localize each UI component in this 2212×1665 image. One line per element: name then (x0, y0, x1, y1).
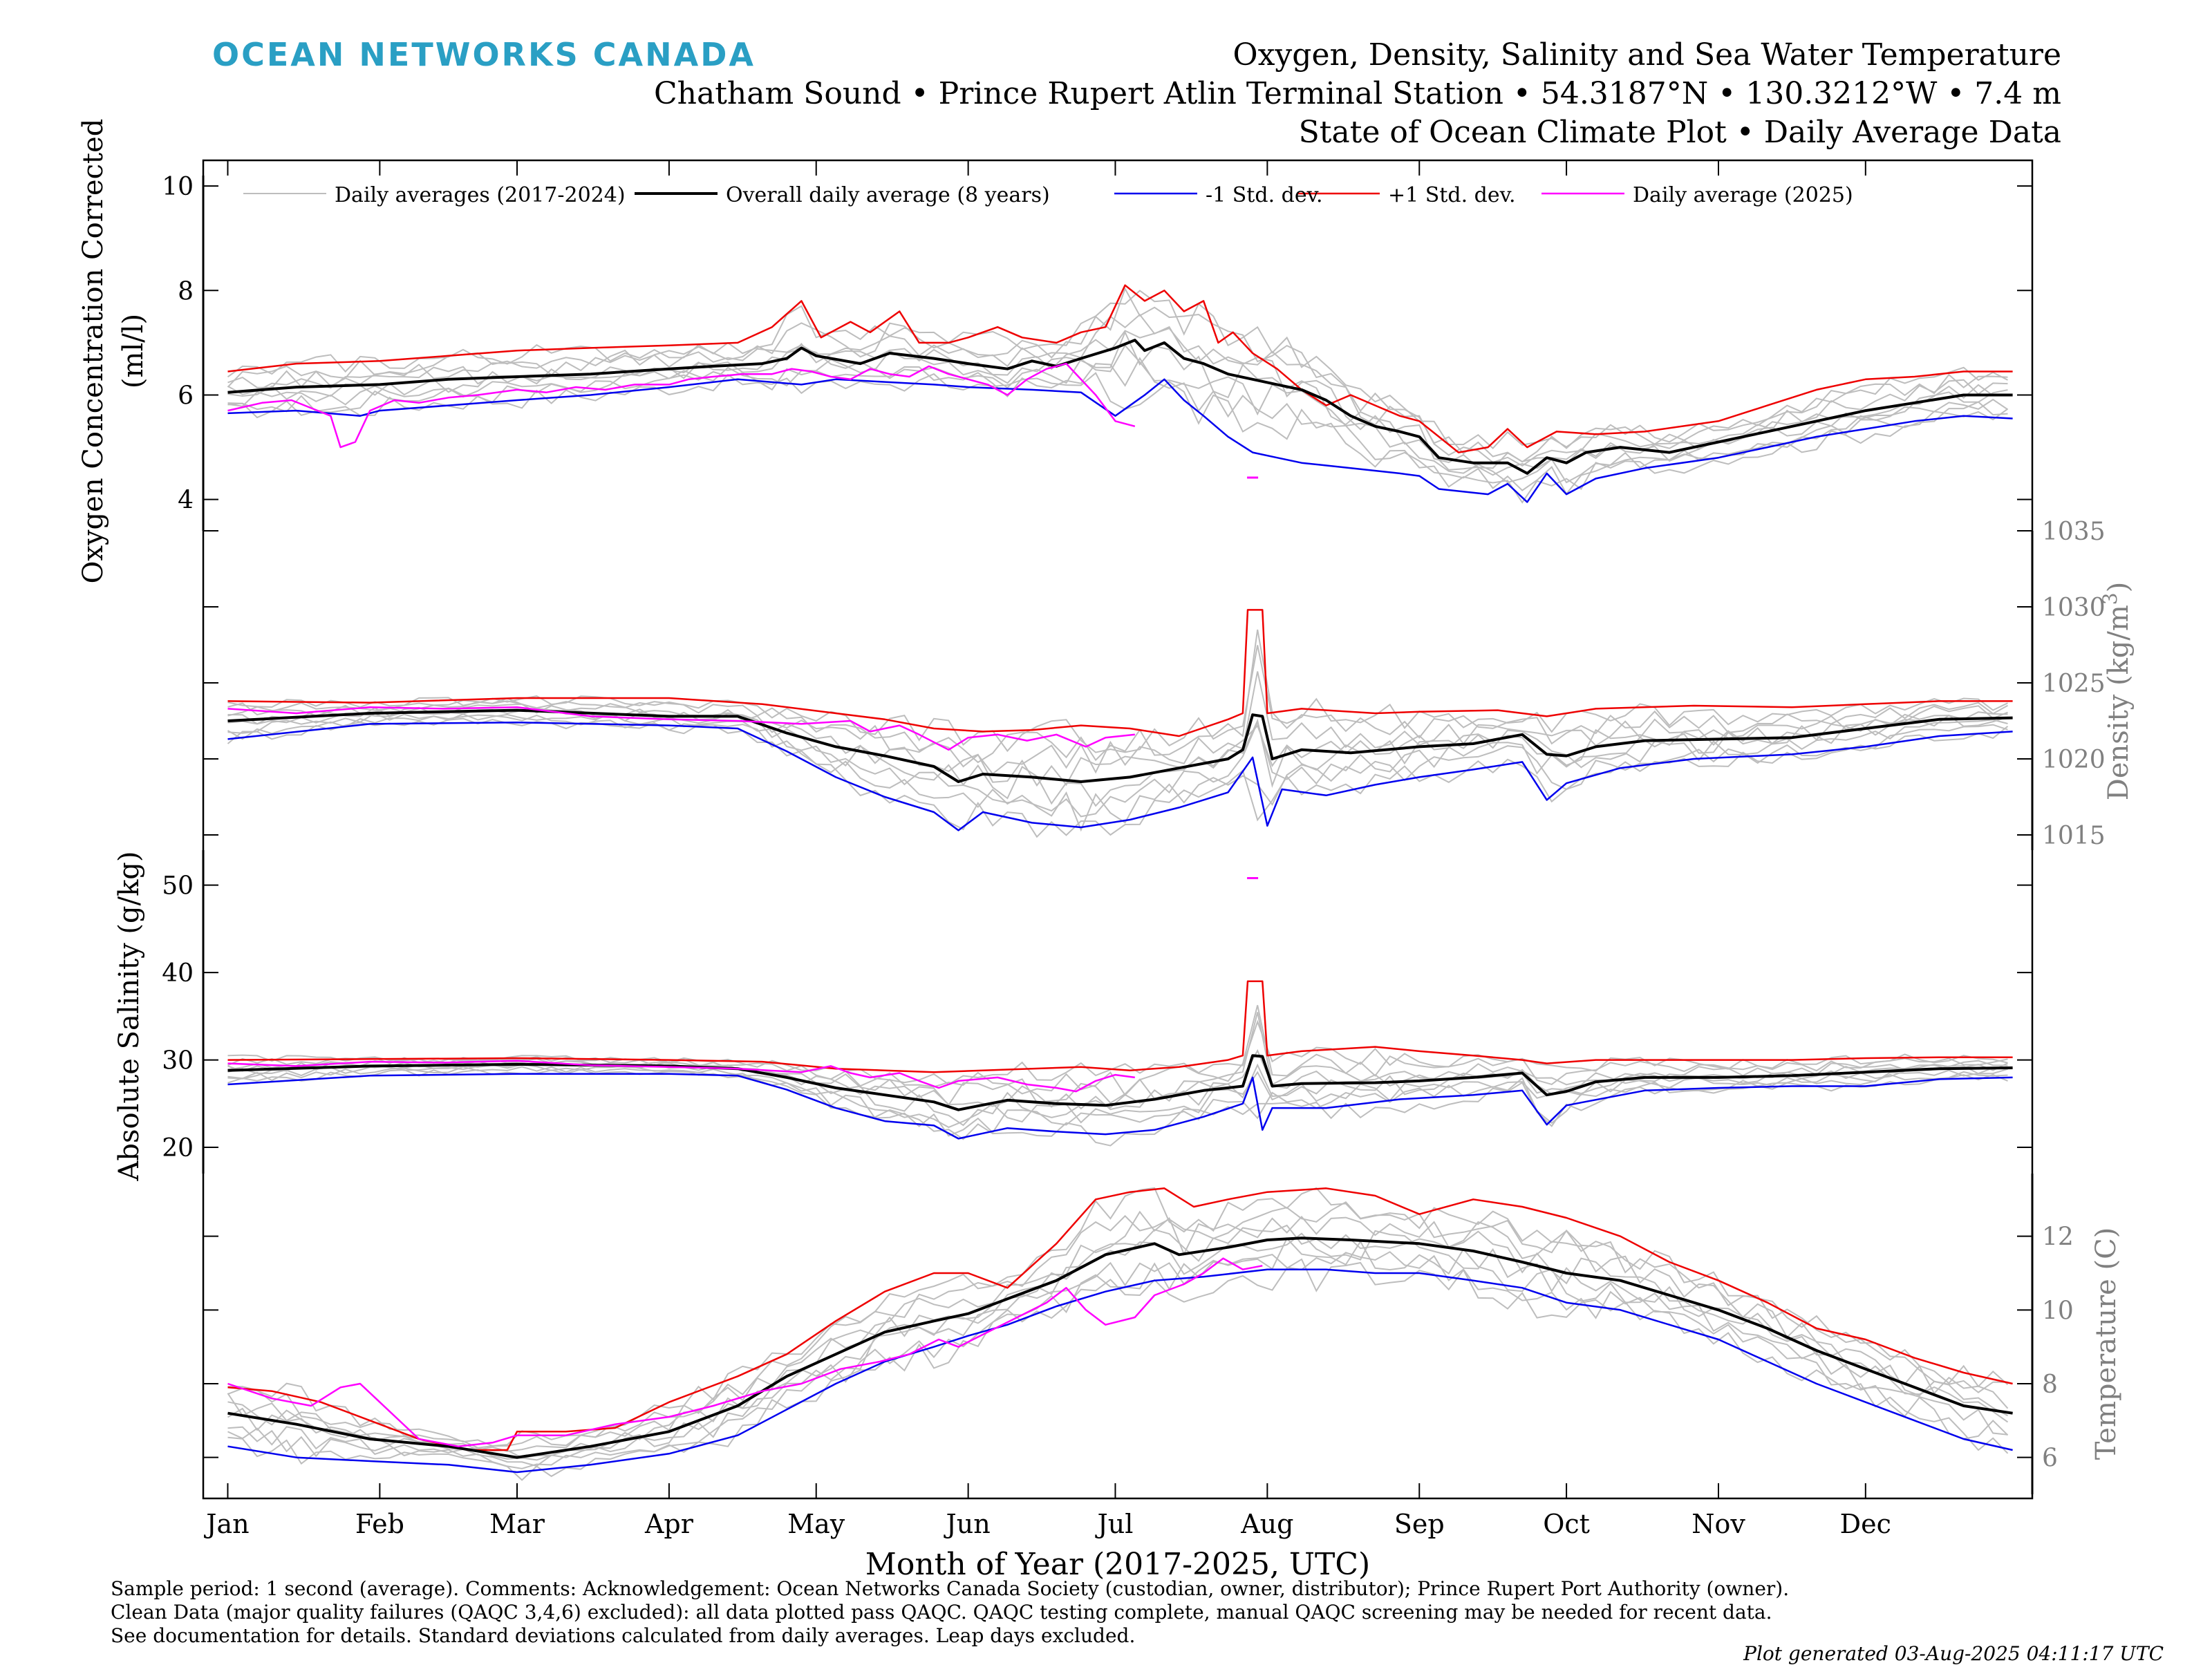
plot-type-subtitle: State of Ocean Climate Plot • Daily Aver… (1298, 115, 2061, 150)
x-tick-label: Sep (1394, 1509, 1445, 1539)
daily-average-year-line (227, 1005, 2008, 1097)
legend-label: Daily averages (2017-2024) (335, 183, 626, 207)
temperature-tick-label: 10 (2042, 1297, 2074, 1325)
x-tick-label: Jul (1095, 1509, 1134, 1539)
salinity-tick-label: 30 (162, 1047, 194, 1075)
density-tick-label: 1035 (2042, 518, 2106, 546)
oxygen-panel (202, 176, 2032, 531)
salinity-tick-label: 50 (162, 872, 194, 901)
temperature-tick-label: 6 (2042, 1445, 2058, 1473)
daily-average-year-line (227, 1201, 2008, 1449)
oxygen-tick-label: 4 (178, 487, 194, 515)
legend-label: -1 Std. dev. (1206, 183, 1323, 207)
daily-average-year-line (227, 1258, 2009, 1481)
density-panel (203, 476, 2034, 850)
oxygen-axis-units: (ml/l) (118, 314, 149, 388)
density-minus-line (227, 721, 2013, 831)
daily-average-year-line (227, 372, 2009, 504)
temperature-axis-title: Temperature (C) (2090, 1227, 2122, 1460)
oxygen-current-line (227, 362, 1136, 449)
legend-label: Overall daily average (8 years) (726, 183, 1050, 207)
oxygen-minus-line (227, 378, 2013, 503)
station-subtitle: Chatham Sound • Prince Rupert Atlin Term… (654, 76, 2061, 111)
ocean-networks-canada-logo: OCEAN NETWORKS CANADA (212, 36, 756, 73)
oxygen-tick-label: 10 (162, 173, 194, 201)
daily-average-year-line (227, 1230, 2009, 1461)
daily-average-year-line (227, 714, 2008, 832)
x-tick-label: May (787, 1509, 845, 1539)
temperature-tick-label: 12 (2042, 1223, 2074, 1252)
daily-average-year-line (227, 1210, 2009, 1452)
salinity-minus-line (227, 1073, 2013, 1140)
density-current-line (227, 706, 1135, 751)
temperature-tick-label: 8 (2042, 1371, 2058, 1399)
temperature-panel (203, 1174, 2034, 1494)
oxygen-tick-label: 6 (178, 382, 194, 410)
salinity-current-line (227, 1060, 1135, 1093)
generated-timestamp: Plot generated 03-Aug-2025 04:11:17 UTC (1743, 1642, 2164, 1665)
daily-average-year-line (227, 344, 2009, 484)
plot-title: Oxygen, Density, Salinity and Sea Water … (1232, 37, 2061, 73)
x-tick-label: Apr (644, 1509, 694, 1539)
oxygen-plus-line (227, 284, 2013, 453)
legend-label: +1 Std. dev. (1388, 183, 1516, 207)
temperature-current-line (227, 1257, 1263, 1447)
density-tick-label: 1025 (2042, 670, 2106, 698)
salinity-tick-label: 20 (162, 1134, 194, 1163)
daily-average-year-line (227, 287, 2008, 463)
legend-label: Daily average (2025) (1633, 183, 1853, 207)
temperature-minus-line (227, 1268, 2013, 1474)
x-tick-label: Feb (355, 1509, 404, 1539)
daily-average-year-line (227, 1066, 2008, 1137)
salinity-tick-label: 40 (162, 959, 194, 988)
x-tick-label: Mar (489, 1509, 545, 1539)
oxygen-mean-line (227, 339, 2013, 475)
density-tick-label: 1015 (2042, 822, 2106, 850)
daily-average-year-line (227, 717, 2009, 838)
salinity-plus-line (227, 980, 2013, 1073)
x-tick-label: Nov (1691, 1509, 1745, 1539)
temperature-mean-line (227, 1236, 2013, 1459)
daily-average-year-line (227, 290, 2008, 450)
footer-line-2: Clean Data (major quality failures (QAQC… (111, 1601, 1772, 1624)
density-plus-line (227, 609, 2013, 737)
daily-average-year-line (227, 629, 2008, 764)
x-tick-label: Dec (1840, 1509, 1891, 1539)
daily-average-year-line (227, 1251, 2009, 1469)
footer-line-1: Sample period: 1 second (average). Comme… (111, 1577, 1790, 1600)
density-axis-title: Density (kg/m3) (2099, 582, 2135, 801)
daily-average-year-line (227, 1237, 2008, 1467)
salinity-axis-title: Absolute Salinity (g/kg) (113, 851, 145, 1181)
x-tick-label: Jan (203, 1509, 249, 1539)
daily-average-year-line (227, 703, 2008, 787)
density-tick-label: 1030 (2042, 594, 2106, 622)
daily-average-year-line (227, 1019, 2008, 1085)
density-mean-line (227, 708, 2013, 783)
oxygen-tick-label: 8 (178, 277, 194, 305)
salinity-mean-line (227, 1054, 2013, 1111)
x-tick-label: Oct (1543, 1509, 1590, 1539)
salinity-panel (202, 850, 2032, 1174)
daily-average-year-line (227, 708, 2008, 807)
x-axis-title: Month of Year (2017-2025, UTC) (865, 1547, 1370, 1582)
footer-line-3: See documentation for details. Standard … (111, 1624, 1136, 1647)
daily-average-year-line (227, 1224, 2008, 1459)
daily-average-year-line (227, 713, 2008, 818)
x-tick-label: Aug (1240, 1509, 1293, 1539)
density-tick-label: 1020 (2042, 746, 2106, 774)
oxygen-axis-title: Oxygen Concentration Corrected (77, 119, 109, 584)
temperature-plus-line (227, 1187, 2013, 1451)
x-tick-label: Jun (944, 1509, 991, 1539)
daily-average-year-line (227, 313, 2008, 467)
